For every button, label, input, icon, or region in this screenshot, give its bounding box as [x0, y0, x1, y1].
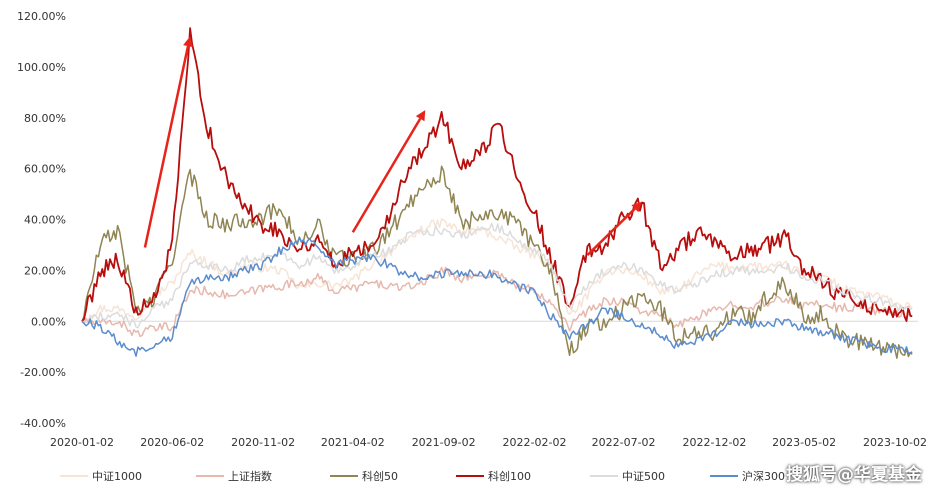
- legend-item-3: 科创50: [330, 466, 398, 486]
- x-tick-label: 2023-10-02: [863, 436, 927, 449]
- x-tick-label: 2022-02-02: [503, 436, 567, 449]
- legend-label: 中证1000: [92, 470, 142, 483]
- y-tick-label: -20.00%: [20, 366, 66, 379]
- series-line-3: [81, 165, 913, 359]
- legend-item-5: 中证500: [590, 466, 665, 486]
- chart-legend: 中证1000 上证指数 科创50 科创100 中证500 沪深300: [50, 466, 930, 486]
- arrow-head: [183, 36, 193, 48]
- y-tick-label: 80.00%: [24, 112, 66, 125]
- legend-swatch: [330, 475, 358, 477]
- annotation-arrow-3: [586, 201, 643, 257]
- legend-label: 沪深300: [742, 470, 785, 483]
- series-line-5: [81, 222, 913, 329]
- legend-label: 中证500: [622, 470, 665, 483]
- x-tick-label: 2022-07-02: [592, 436, 656, 449]
- y-tick-label: 20.00%: [24, 264, 66, 277]
- y-axis: 120.00% 100.00% 80.00% 60.00% 40.00% 20.00% 0.…: [17, 10, 918, 430]
- annotation-arrow-2: [351, 110, 426, 233]
- series-line-1: [81, 218, 913, 324]
- arrow-shaft: [143, 45, 190, 248]
- legend-label: 科创100: [488, 470, 531, 483]
- x-axis: 2020-01-02 2020-06-02 2020-11-02 2021-04-02…: [50, 436, 927, 449]
- x-tick-label: 2022-12-02: [682, 436, 746, 449]
- legend-swatch: [456, 475, 484, 477]
- legend-swatch: [60, 475, 88, 477]
- series-layer: [81, 27, 913, 359]
- annotation-layer: [143, 36, 643, 257]
- legend-swatch: [710, 475, 738, 477]
- y-tick-label: 100.00%: [17, 61, 66, 74]
- x-tick-label: 2021-09-02: [412, 436, 476, 449]
- y-tick-label: -40.00%: [20, 417, 66, 430]
- legend-item-4: 科创100: [456, 466, 531, 486]
- y-tick-label: 60.00%: [24, 163, 66, 176]
- arrow-head: [415, 110, 426, 122]
- annotation-arrow-1: [143, 36, 193, 248]
- x-tick-label: 2020-11-02: [231, 436, 295, 449]
- legend-label: 上证指数: [228, 470, 272, 483]
- series-line-2: [81, 266, 913, 338]
- x-tick-label: 2021-04-02: [321, 436, 385, 449]
- legend-item-6: 沪深300: [710, 466, 785, 486]
- y-tick-label: 40.00%: [24, 214, 66, 227]
- y-tick-label: 0.00%: [31, 315, 66, 328]
- legend-label: 科创50: [362, 470, 398, 483]
- series-line-4: [81, 27, 913, 322]
- series-line-6: [81, 236, 913, 357]
- arrow-head: [631, 201, 643, 213]
- x-tick-label: 2020-06-02: [140, 436, 204, 449]
- watermark: 搜狐号@华夏基金: [786, 465, 922, 485]
- legend-swatch: [196, 475, 224, 477]
- arrow-shaft: [351, 118, 422, 233]
- x-tick-label: 2020-01-02: [50, 436, 114, 449]
- legend-item-2: 上证指数: [196, 466, 272, 486]
- y-tick-label: 120.00%: [17, 10, 66, 23]
- arrow-shaft: [586, 207, 636, 257]
- legend-swatch: [590, 475, 618, 477]
- legend-item-1: 中证1000: [60, 466, 142, 486]
- x-tick-label: 2023-05-02: [772, 436, 836, 449]
